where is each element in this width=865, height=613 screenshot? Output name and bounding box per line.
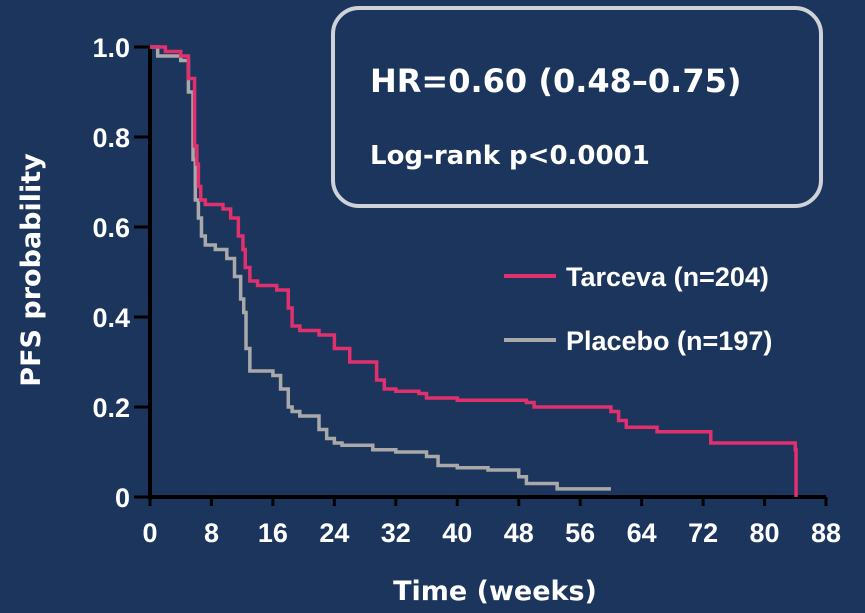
x-tick-label: 0 — [142, 518, 157, 548]
series-line-tarceva — [150, 45, 798, 497]
x-tick-label: 56 — [565, 518, 595, 548]
series-line-placebo — [150, 45, 611, 491]
y-tick-label: 0.2 — [92, 393, 130, 423]
hazard-ratio-text: HR=0.60 (0.48–0.75) — [370, 62, 741, 100]
annotation-box — [331, 6, 823, 208]
x-tick-label: 40 — [442, 518, 472, 548]
legend-label-tarceva: Tarceva (n=204) — [566, 262, 769, 292]
x-tick-label: 88 — [811, 518, 841, 548]
y-tick-label: 1.0 — [92, 33, 130, 63]
x-tick-label: 24 — [319, 518, 349, 548]
y-tick-label: 0.8 — [92, 123, 130, 153]
y-tick-label: 0 — [115, 483, 130, 513]
x-tick-label: 32 — [381, 518, 411, 548]
series-layer — [150, 45, 798, 497]
x-tick-label: 72 — [688, 518, 718, 548]
x-tick-label: 80 — [750, 518, 780, 548]
x-tick-label: 48 — [504, 518, 534, 548]
legend-label-placebo: Placebo (n=197) — [566, 326, 772, 356]
y-tick-label: 0.4 — [92, 303, 130, 333]
y-axis-title: PFS probability — [16, 153, 47, 387]
x-tick-label: 16 — [258, 518, 288, 548]
x-tick-label: 8 — [204, 518, 219, 548]
logrank-text: Log-rank p<0.0001 — [370, 141, 650, 171]
axes-layer: 0 8 16 24 32 40 48 56 64 72 80 88 0 0.2 0.4 0.6 0.8 1.0 — [92, 33, 841, 548]
y-tick-label: 0.6 — [92, 213, 130, 243]
x-tick-label: 64 — [627, 518, 657, 548]
x-axis-title: Time (weeks) — [393, 576, 597, 607]
